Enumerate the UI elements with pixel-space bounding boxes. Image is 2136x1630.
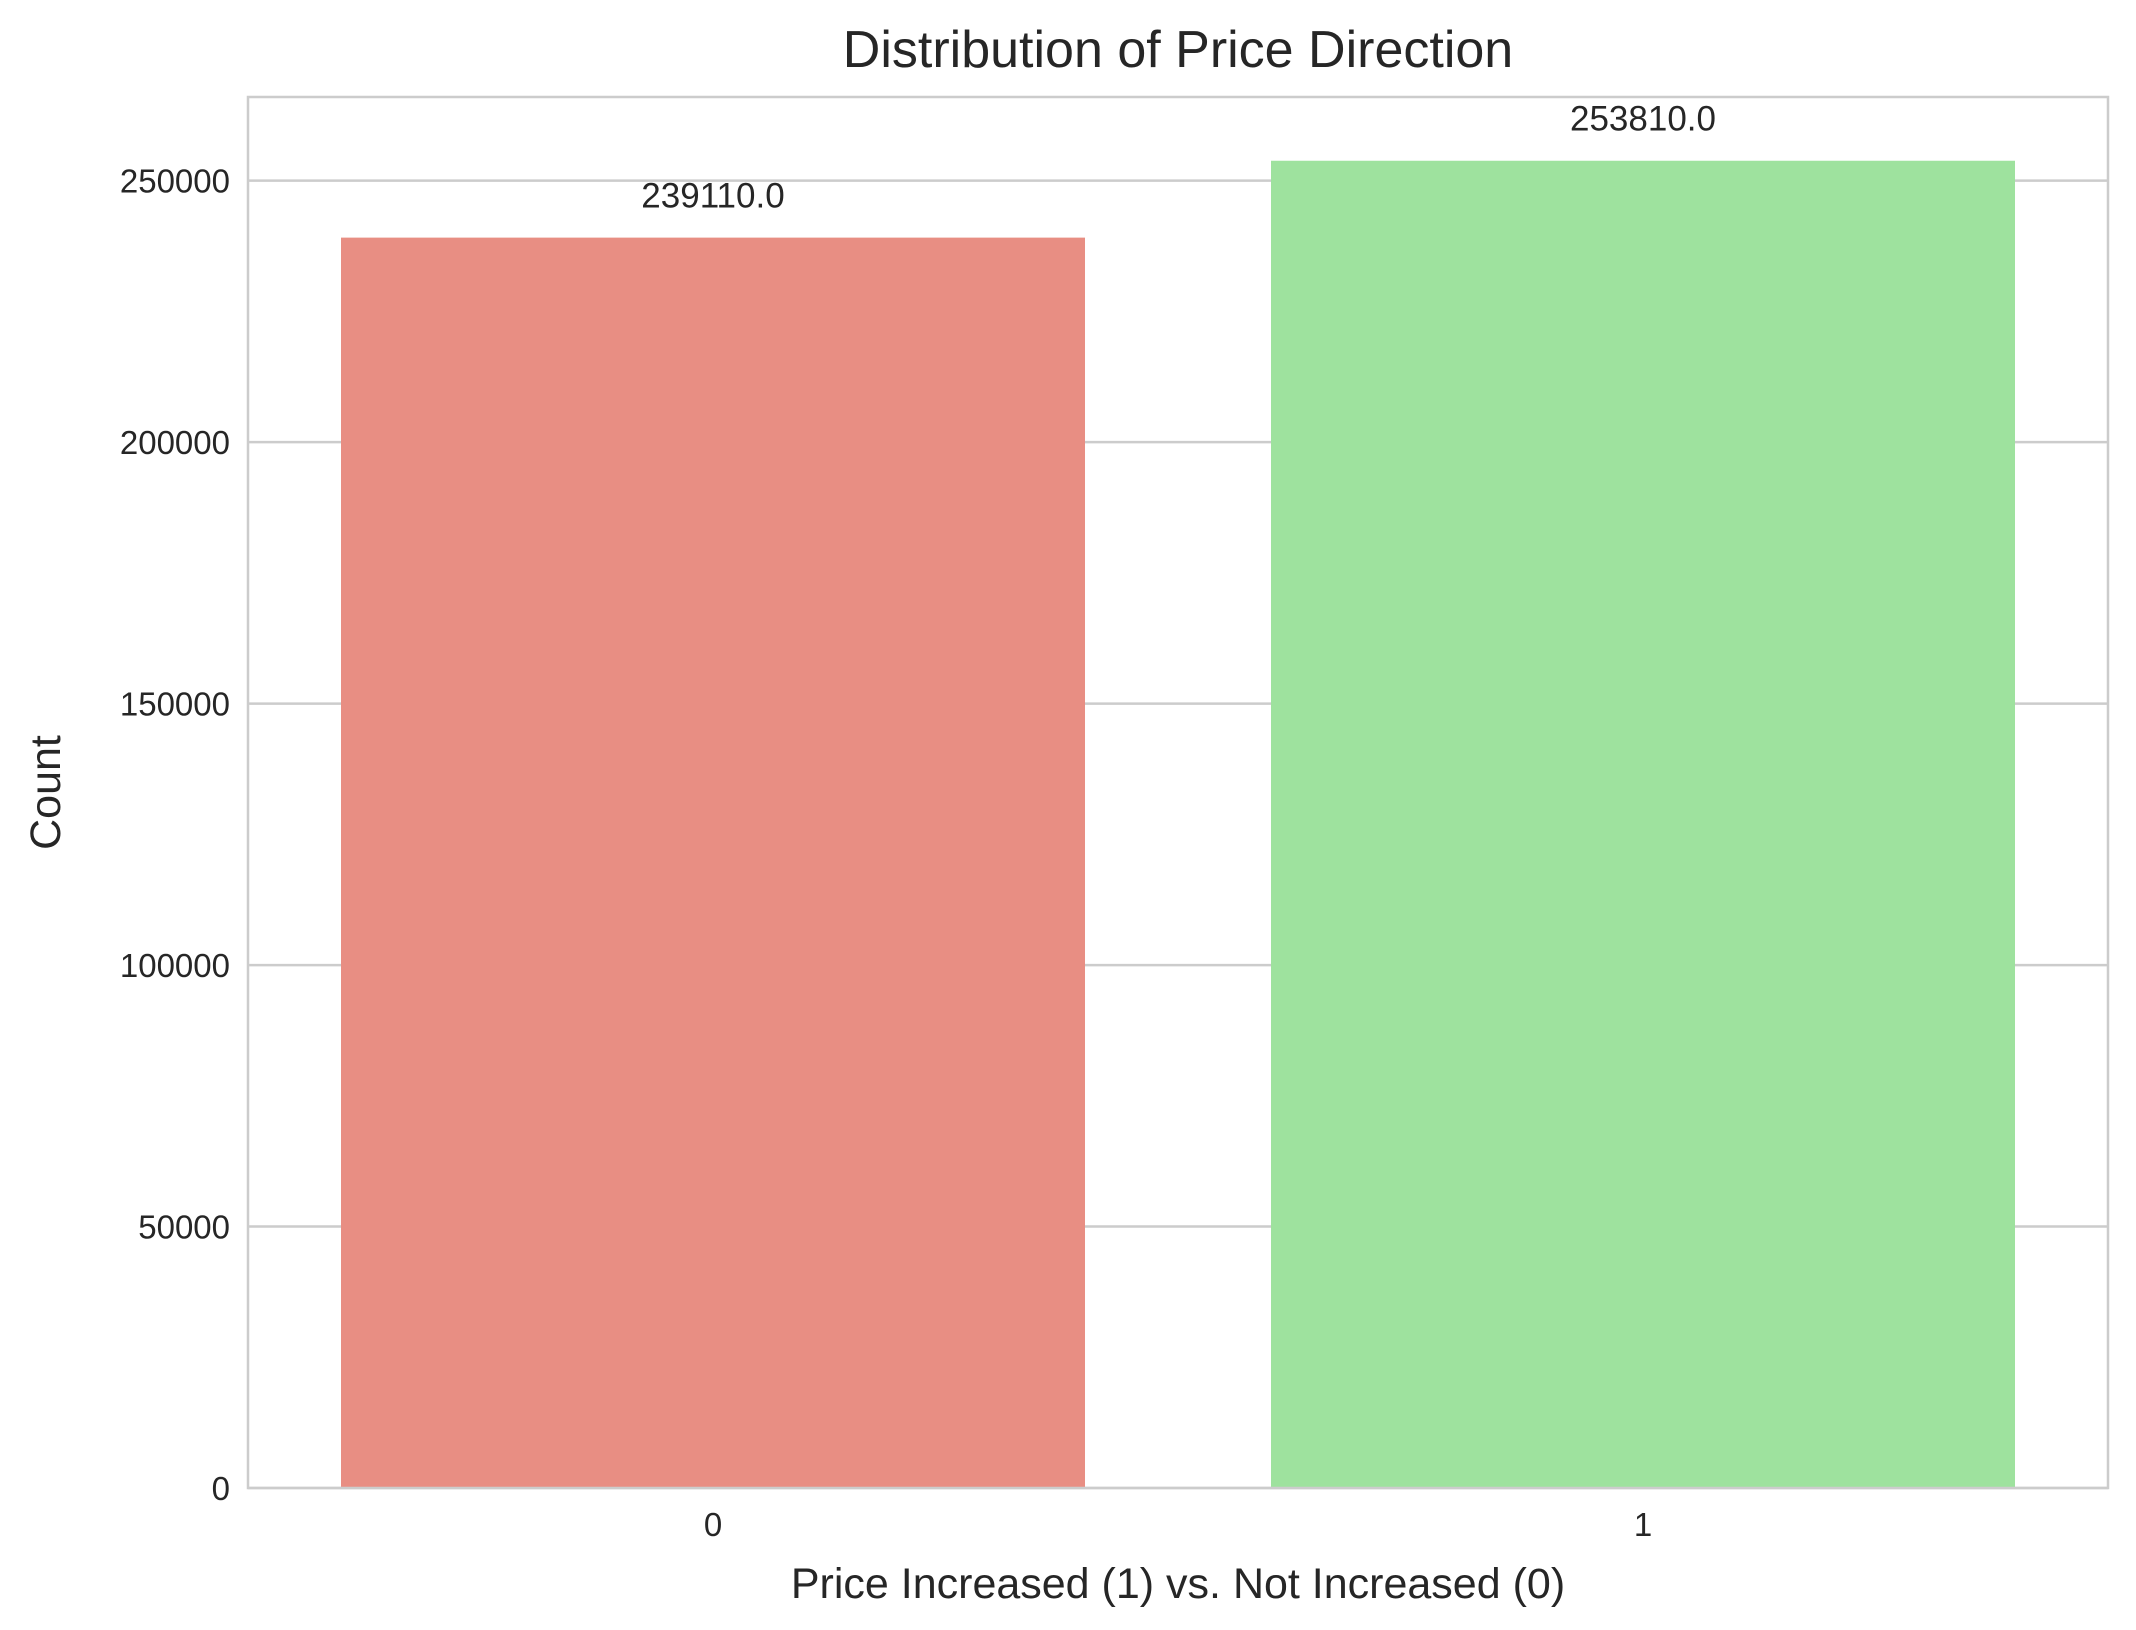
y-tick-label: 50000 xyxy=(138,1209,230,1246)
x-tick-label: 0 xyxy=(704,1506,722,1543)
data-labels: 239110.0 253810.0 xyxy=(641,100,1716,216)
y-tick-label: 0 xyxy=(212,1470,230,1507)
chart-title: Distribution of Price Direction xyxy=(843,21,1513,79)
x-tick-label: 1 xyxy=(1634,1506,1652,1543)
bar-layer xyxy=(341,160,2015,1489)
data-label-0: 239110.0 xyxy=(641,177,784,216)
y-tick-label: 150000 xyxy=(120,686,230,723)
y-tick-label: 250000 xyxy=(120,163,230,200)
y-tick-labels: 0 50000 100000 150000 200000 250000 xyxy=(120,163,230,1507)
bar-1 xyxy=(1271,160,2015,1488)
bar-0 xyxy=(341,237,1085,1489)
y-axis-label: Count xyxy=(22,735,70,850)
plot-frame xyxy=(246,95,2110,1490)
x-axis-label: Price Increased (1) vs. Not Increased (0… xyxy=(791,1560,1565,1608)
y-tick-label: 100000 xyxy=(120,947,230,984)
y-tick-label: 200000 xyxy=(120,424,230,461)
data-label-1: 253810.0 xyxy=(1570,100,1716,139)
